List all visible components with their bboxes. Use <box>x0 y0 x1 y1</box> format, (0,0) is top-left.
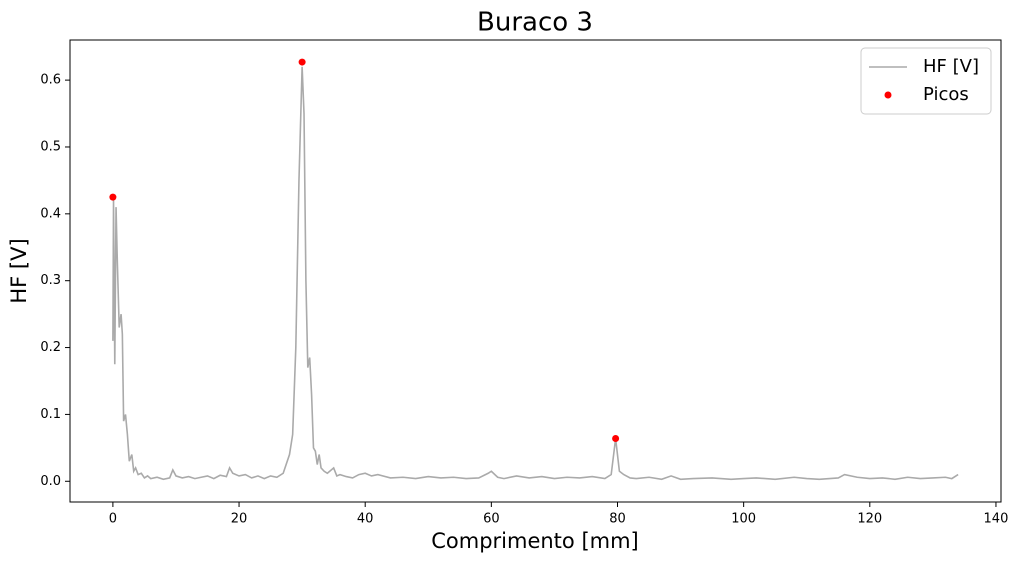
x-tick-label: 0 <box>109 512 117 527</box>
peak-point <box>109 193 117 201</box>
x-tick-label: 140 <box>984 512 1009 527</box>
x-tick-label: 100 <box>731 512 756 527</box>
legend-marker <box>884 91 892 99</box>
chart-title: Buraco 3 <box>477 8 593 38</box>
x-tick-label: 20 <box>231 512 248 527</box>
x-tick-label: 120 <box>857 512 882 527</box>
x-tick-label: 60 <box>483 512 500 527</box>
y-axis-label: HF [V] <box>7 238 31 303</box>
x-tick-label: 80 <box>609 512 626 527</box>
y-tick-label: 0.4 <box>40 206 61 221</box>
y-tick-label: 0.2 <box>40 340 61 355</box>
plot-frame <box>69 39 1002 503</box>
y-tick-label: 0.6 <box>40 73 61 88</box>
y-tick-label: 0.3 <box>40 273 61 288</box>
legend-label: Picos <box>923 84 969 105</box>
x-axis-label: Comprimento [mm] <box>431 529 639 553</box>
y-tick-label: 0.1 <box>40 407 61 422</box>
legend-label: HF [V] <box>923 56 979 77</box>
peak-point <box>298 58 306 66</box>
data-line <box>112 66 959 481</box>
x-tick-label: 40 <box>357 512 374 527</box>
peak-point <box>612 434 620 442</box>
legend-box <box>860 47 992 115</box>
y-tick-label: 0.5 <box>40 139 61 154</box>
y-tick-label: 0.0 <box>40 474 61 489</box>
